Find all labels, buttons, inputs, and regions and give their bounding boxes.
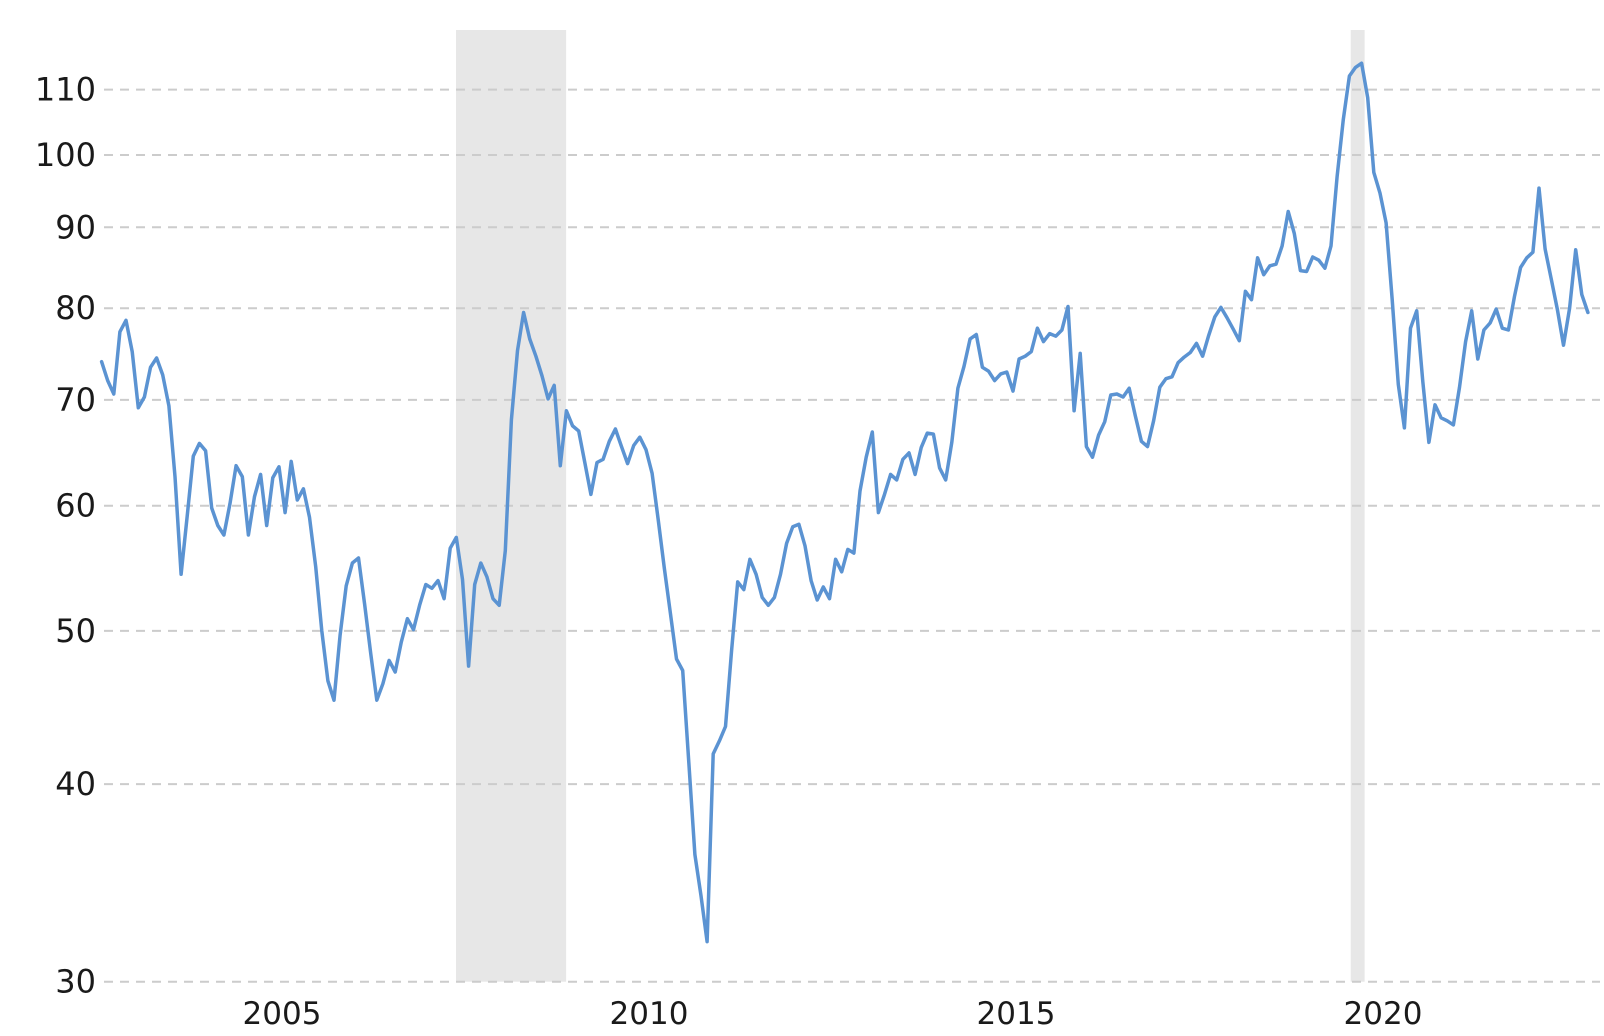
y-axis-tick-label: 50 xyxy=(55,612,96,650)
x-axis-tick-label: 2020 xyxy=(1344,996,1423,1032)
y-axis-tick-label: 100 xyxy=(35,136,96,174)
y-axis-tick-label: 80 xyxy=(55,289,96,327)
y-axis-tick-label: 40 xyxy=(55,765,96,803)
x-axis-tick-label: 2015 xyxy=(977,996,1056,1032)
y-axis-tick-label: 30 xyxy=(55,963,96,1001)
y-axis-tick-label: 110 xyxy=(35,71,96,109)
y-axis-tick-label: 90 xyxy=(55,208,96,246)
data-line-main-series xyxy=(99,61,1590,944)
y-axis-tick-label: 60 xyxy=(55,487,96,525)
y-axis-tick-label: 70 xyxy=(55,381,96,419)
x-axis-tick-label: 2010 xyxy=(610,996,689,1032)
x-axis-tick-label: 2005 xyxy=(243,996,322,1032)
